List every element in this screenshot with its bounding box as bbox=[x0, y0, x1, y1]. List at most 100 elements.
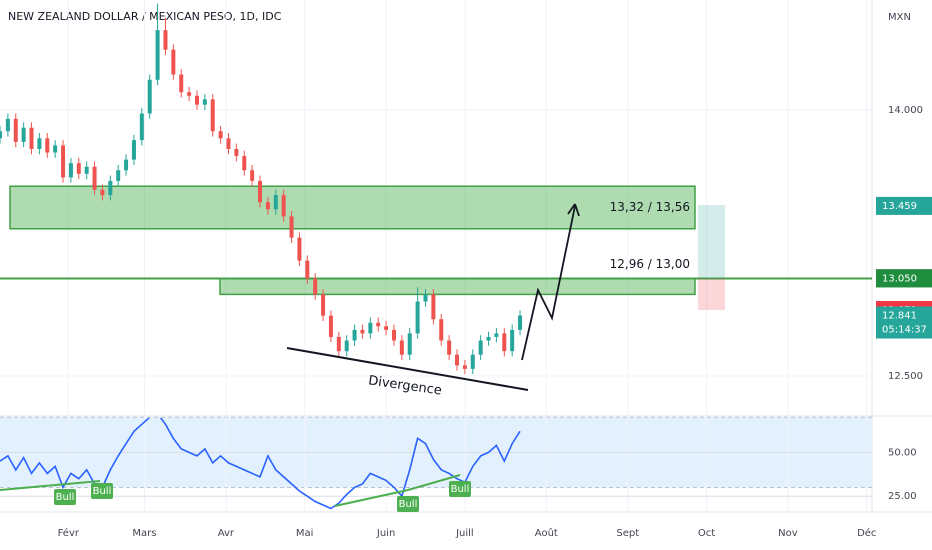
candle-body bbox=[147, 79, 152, 114]
candle-body bbox=[187, 92, 192, 96]
price-label: 13.459 bbox=[882, 201, 917, 212]
candle-body bbox=[297, 237, 302, 261]
x-tick-label: Août bbox=[535, 527, 558, 539]
candle-body bbox=[108, 180, 113, 196]
divergence-line bbox=[286, 347, 529, 391]
candle-body bbox=[344, 340, 349, 352]
candle-body bbox=[470, 354, 475, 369]
candle-body bbox=[76, 163, 81, 174]
x-tick-label: Févr bbox=[58, 527, 80, 539]
candle-body bbox=[116, 170, 121, 181]
signal-label: Bull bbox=[399, 499, 418, 510]
candle-body bbox=[328, 315, 333, 337]
rsi-divergence-line bbox=[334, 489, 409, 507]
candle-body bbox=[250, 170, 255, 181]
candle-body bbox=[494, 333, 499, 337]
candle-body bbox=[171, 49, 176, 75]
candle-body bbox=[431, 294, 436, 320]
candle-body bbox=[84, 166, 89, 174]
rsi-divergence-line bbox=[407, 474, 461, 491]
candle-body bbox=[391, 329, 396, 341]
y-tick-label: 12.500 bbox=[888, 371, 923, 382]
candle-body bbox=[194, 95, 199, 105]
y-tick-label: 14.000 bbox=[888, 105, 923, 116]
price-badge bbox=[876, 269, 932, 288]
candle-body bbox=[399, 340, 404, 355]
candle-body bbox=[384, 326, 389, 330]
candle-body bbox=[179, 74, 184, 93]
candle-body bbox=[455, 354, 460, 366]
x-tick-label: Sept bbox=[616, 528, 639, 539]
candle-body bbox=[502, 333, 507, 352]
candle-body bbox=[0, 131, 2, 139]
candle-body bbox=[462, 365, 467, 369]
candle-body bbox=[45, 138, 50, 153]
candle-body bbox=[218, 131, 223, 139]
x-tick-label: Mars bbox=[132, 528, 156, 539]
candle-body bbox=[486, 336, 491, 341]
candle-body bbox=[281, 195, 286, 217]
candle-body bbox=[124, 159, 129, 171]
candle-body bbox=[100, 189, 105, 196]
candle-body bbox=[313, 278, 318, 295]
x-tick-label: Avr bbox=[218, 528, 235, 539]
rsi-tick-label: 50.00 bbox=[888, 447, 917, 458]
candle-body bbox=[68, 163, 73, 178]
candle-body bbox=[510, 329, 515, 352]
arrow-head bbox=[567, 203, 580, 217]
candle-body bbox=[415, 301, 420, 334]
candle-body bbox=[321, 294, 326, 316]
candle-body bbox=[155, 30, 160, 80]
price-label: 12.841 bbox=[882, 311, 917, 322]
stop-box bbox=[698, 278, 725, 310]
candle-body bbox=[29, 127, 34, 149]
candle-body bbox=[202, 99, 207, 105]
candle-body bbox=[305, 260, 310, 279]
candle-body bbox=[131, 140, 136, 160]
candle-body bbox=[5, 118, 10, 132]
x-tick-label: Juill bbox=[455, 528, 474, 539]
candle-body bbox=[53, 145, 58, 153]
countdown: 05:14:37 bbox=[882, 325, 927, 336]
candle-body bbox=[368, 322, 373, 334]
candle-body bbox=[226, 138, 231, 149]
x-tick-label: Oct bbox=[698, 528, 715, 539]
candle-body bbox=[61, 145, 66, 178]
signal-label: Bull bbox=[56, 492, 75, 503]
projection-arrow bbox=[521, 205, 576, 361]
candle-body bbox=[210, 99, 215, 132]
signal-badge bbox=[397, 496, 419, 512]
candle-body bbox=[352, 329, 357, 341]
rsi-line bbox=[0, 418, 521, 510]
x-tick-label: Juin bbox=[376, 528, 395, 539]
candle-body bbox=[423, 294, 428, 302]
candle-body bbox=[234, 148, 239, 157]
candle-body bbox=[447, 340, 452, 355]
rsi-divergence-line bbox=[0, 480, 101, 491]
axis-unit: MXN bbox=[888, 12, 911, 23]
signal-badge bbox=[54, 489, 76, 505]
candle-body bbox=[407, 333, 412, 355]
candle-body bbox=[518, 315, 523, 330]
candle-body bbox=[37, 138, 42, 149]
candle-body bbox=[289, 216, 294, 238]
rsi-tick-label: 25.00 bbox=[888, 491, 917, 502]
price-badge bbox=[876, 306, 932, 339]
candle-body bbox=[360, 329, 365, 334]
zone bbox=[9, 185, 696, 230]
signal-label: Bull bbox=[93, 486, 112, 497]
signal-badge bbox=[449, 481, 471, 497]
candle-body bbox=[478, 340, 483, 355]
x-tick-label: Nov bbox=[778, 528, 798, 539]
x-tick-label: Déc bbox=[857, 527, 876, 539]
candle-body bbox=[13, 118, 18, 142]
candle-body bbox=[21, 127, 26, 142]
x-tick-label: Mai bbox=[296, 528, 314, 539]
candle-body bbox=[92, 166, 97, 190]
candle-body bbox=[273, 195, 278, 210]
candle-body bbox=[265, 202, 270, 210]
zone-label: 13,32 / 13,56 bbox=[610, 200, 690, 214]
target-box bbox=[698, 205, 725, 279]
